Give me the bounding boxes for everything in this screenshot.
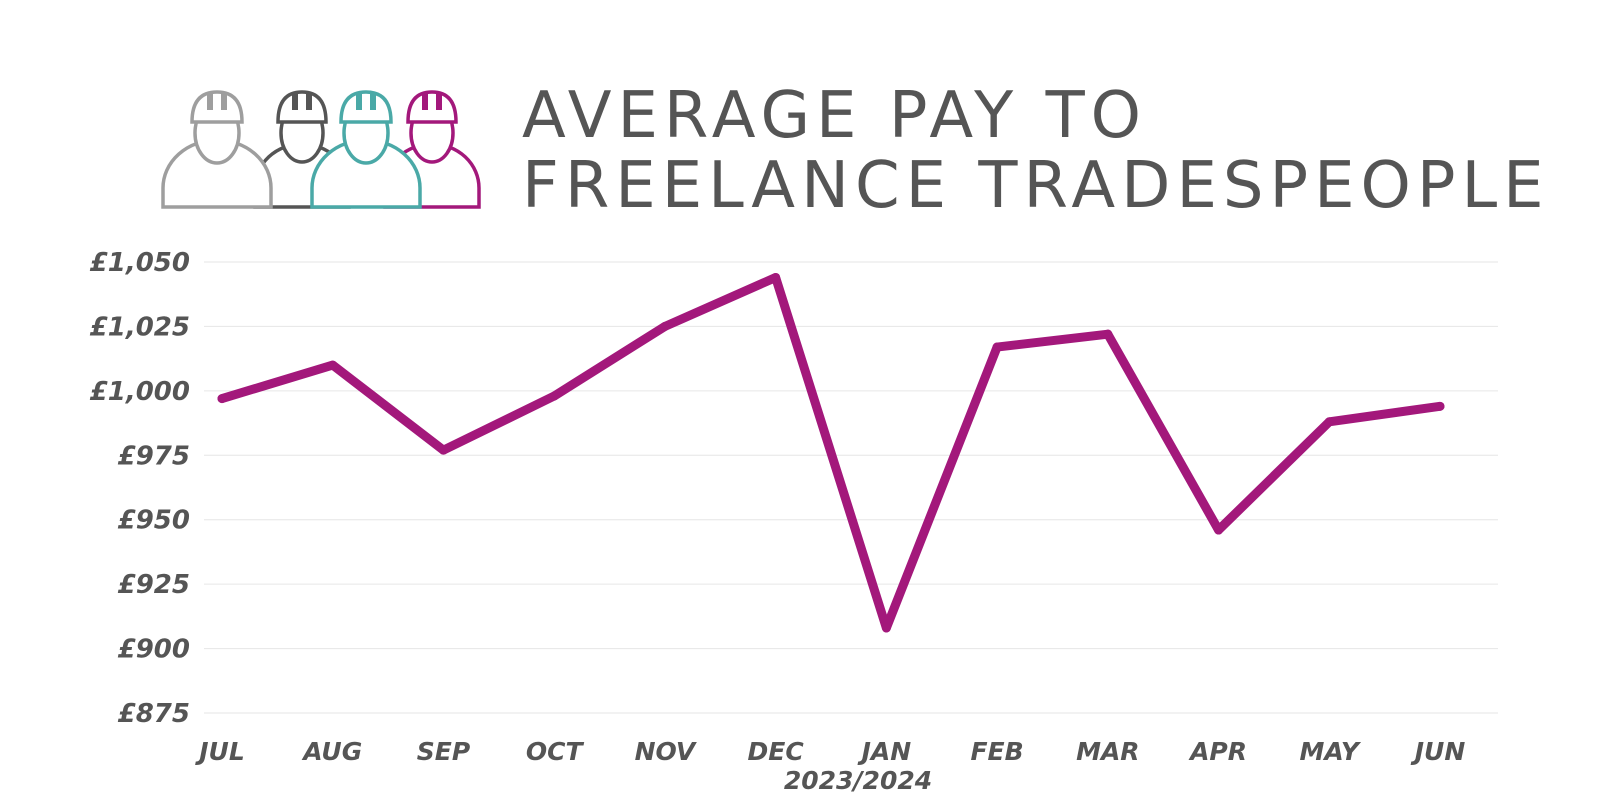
y-axis-ticks: £1,050 £1,025 £1,000 £975 £950 £925 £900 £875	[90, 248, 190, 729]
x-tick-label: MAY	[1300, 737, 1362, 766]
data-point	[660, 321, 670, 331]
y-tick-label: £1,000	[90, 377, 190, 407]
series-line	[217, 272, 1445, 633]
chart-title-line-1: AVERAGE PAY TO	[522, 79, 1147, 153]
x-tick-label: JUN	[1410, 737, 1466, 766]
x-tick-label: FEB	[970, 737, 1023, 766]
x-tick-label: JAN	[857, 737, 912, 766]
y-tick-label: £950	[118, 506, 190, 536]
data-point	[992, 342, 1002, 352]
y-tick-label: £875	[118, 699, 190, 729]
data-point	[328, 360, 338, 370]
data-point	[771, 272, 781, 282]
data-point	[1103, 329, 1113, 339]
y-tick-label: £1,025	[90, 312, 190, 342]
worker-teal-icon	[310, 90, 422, 209]
x-tick-label: AUG	[301, 737, 362, 766]
x-tick-label: DEC	[748, 737, 805, 766]
x-axis-label: 2023/2024	[784, 766, 932, 795]
x-tick-label: SEP	[417, 737, 470, 766]
y-tick-label: £900	[118, 635, 190, 665]
y-tick-label: £1,050	[90, 248, 190, 278]
data-point	[1214, 525, 1224, 535]
x-tick-label: NOV	[635, 737, 697, 766]
y-tick-label: £975	[118, 441, 190, 471]
worker-grey-icon	[161, 90, 273, 209]
hard-hat-workers-icon	[161, 90, 481, 209]
data-point	[438, 445, 448, 455]
data-point	[217, 394, 227, 404]
data-point	[549, 391, 559, 401]
data-point	[1324, 417, 1334, 427]
x-tick-label: OCT	[526, 737, 585, 766]
gridlines	[204, 261, 1498, 714]
y-tick-label: £925	[118, 570, 190, 600]
x-tick-label: MAR	[1076, 737, 1139, 766]
x-tick-label: APR	[1188, 737, 1247, 766]
data-point	[1435, 401, 1445, 411]
series	[217, 272, 1445, 633]
x-axis-ticks: JUL AUG SEP OCT NOV DEC JAN FEB MAR APR MAY JUN	[194, 737, 1465, 766]
data-point	[881, 623, 891, 633]
chart-title-line-2: FREELANCE TRADESPEOPLE	[522, 149, 1550, 223]
x-tick-label: JUL	[194, 737, 245, 766]
